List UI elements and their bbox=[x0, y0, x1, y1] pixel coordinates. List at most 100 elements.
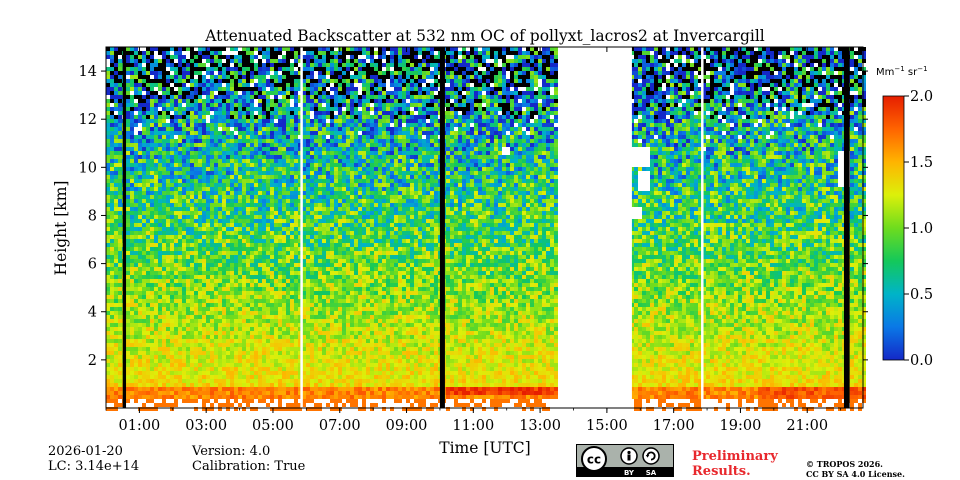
heatmap-cell bbox=[266, 111, 270, 115]
heatmap-cell bbox=[266, 255, 270, 259]
heatmap-cell bbox=[306, 395, 310, 399]
heatmap-cell bbox=[174, 79, 178, 83]
heatmap-cell bbox=[318, 239, 322, 243]
heatmap-cell bbox=[126, 323, 130, 327]
heatmap-cell bbox=[154, 63, 158, 67]
heatmap-cell bbox=[214, 315, 218, 319]
heatmap-cell bbox=[130, 371, 134, 375]
heatmap-cell bbox=[306, 51, 310, 55]
heatmap-cell bbox=[238, 139, 242, 143]
heatmap-cell bbox=[218, 211, 222, 215]
heatmap-cell bbox=[186, 155, 190, 159]
heatmap-cell bbox=[258, 223, 262, 227]
heatmap-cell bbox=[134, 199, 138, 203]
heatmap-cell bbox=[226, 107, 230, 111]
heatmap-cell bbox=[286, 359, 290, 363]
heatmap-cell bbox=[146, 255, 150, 259]
heatmap-cell bbox=[302, 323, 306, 327]
heatmap-cell bbox=[274, 83, 278, 87]
heatmap-cell bbox=[306, 291, 310, 295]
heatmap-cell bbox=[310, 227, 314, 231]
heatmap-cell bbox=[318, 331, 322, 335]
heatmap-cell bbox=[286, 99, 290, 103]
heatmap-cell bbox=[238, 239, 242, 243]
heatmap-cell bbox=[322, 315, 326, 319]
heatmap-cell bbox=[186, 159, 190, 163]
heatmap-cell bbox=[174, 359, 178, 363]
heatmap-cell bbox=[298, 91, 302, 95]
heatmap-cell bbox=[262, 71, 266, 75]
heatmap-cell bbox=[118, 155, 122, 159]
heatmap-cell bbox=[258, 143, 262, 147]
heatmap-cell bbox=[106, 67, 110, 71]
heatmap-cell bbox=[154, 147, 158, 151]
heatmap-cell bbox=[246, 239, 250, 243]
heatmap-cell bbox=[278, 171, 282, 175]
heatmap-cell bbox=[146, 355, 150, 359]
heatmap-cell bbox=[194, 191, 198, 195]
heatmap-cell bbox=[258, 211, 262, 215]
heatmap-cell bbox=[278, 75, 282, 79]
heatmap-cell bbox=[318, 227, 322, 231]
heatmap-cell bbox=[294, 339, 298, 343]
heatmap-cell bbox=[114, 107, 118, 111]
heatmap-cell bbox=[114, 91, 118, 95]
heatmap-cell bbox=[274, 379, 278, 383]
heatmap-cell bbox=[114, 251, 118, 255]
heatmap-cell bbox=[138, 335, 142, 339]
heatmap-cell bbox=[118, 167, 122, 171]
heatmap-cell bbox=[238, 259, 242, 263]
heatmap-cell bbox=[182, 139, 186, 143]
heatmap-cell bbox=[142, 335, 146, 339]
heatmap-cell bbox=[194, 263, 198, 267]
heatmap-cell bbox=[138, 307, 142, 311]
heatmap-cell bbox=[282, 167, 286, 171]
heatmap-cell bbox=[142, 271, 146, 275]
heatmap-cell bbox=[178, 159, 182, 163]
heatmap-cell bbox=[218, 63, 222, 67]
heatmap-cell bbox=[202, 255, 206, 259]
heatmap-cell bbox=[162, 395, 166, 399]
heatmap-cell bbox=[262, 239, 266, 243]
heatmap-cell bbox=[246, 379, 250, 383]
heatmap-cell bbox=[322, 279, 326, 283]
heatmap-cell bbox=[214, 383, 218, 387]
heatmap-cell bbox=[286, 171, 290, 175]
heatmap-cell bbox=[114, 239, 118, 243]
heatmap-cell bbox=[286, 279, 290, 283]
heatmap-cell bbox=[182, 159, 186, 163]
heatmap-cell bbox=[270, 111, 274, 115]
heatmap-cell bbox=[242, 159, 246, 163]
heatmap-cell bbox=[322, 75, 326, 79]
heatmap-cell bbox=[134, 87, 138, 91]
heatmap-cell bbox=[298, 111, 302, 115]
heatmap-cell bbox=[302, 383, 306, 387]
heatmap-cell bbox=[246, 83, 250, 87]
heatmap-cell bbox=[306, 91, 310, 95]
heatmap-cell bbox=[158, 339, 162, 343]
heatmap-cell bbox=[138, 175, 142, 179]
heatmap-cell bbox=[306, 151, 310, 155]
heatmap-cell bbox=[226, 219, 230, 223]
heatmap-cell bbox=[210, 255, 214, 259]
heatmap-cell bbox=[134, 407, 138, 411]
heatmap-cell bbox=[142, 247, 146, 251]
heatmap-cell bbox=[114, 243, 118, 247]
heatmap-cell bbox=[246, 63, 250, 67]
heatmap-cell bbox=[174, 195, 178, 199]
heatmap-cell bbox=[202, 315, 206, 319]
heatmap-cell bbox=[234, 115, 238, 119]
heatmap-cell bbox=[174, 267, 178, 271]
heatmap-cell bbox=[314, 279, 318, 283]
heatmap-cell bbox=[278, 371, 282, 375]
heatmap-cell bbox=[286, 195, 290, 199]
heatmap-cell bbox=[282, 291, 286, 295]
heatmap-cell bbox=[242, 127, 246, 131]
heatmap-cell bbox=[162, 319, 166, 323]
heatmap-cell bbox=[210, 63, 214, 67]
heatmap-cell bbox=[146, 223, 150, 227]
heatmap-cell bbox=[226, 359, 230, 363]
heatmap-cell bbox=[166, 59, 170, 63]
heatmap-cell bbox=[202, 383, 206, 387]
heatmap-cell bbox=[174, 391, 178, 395]
